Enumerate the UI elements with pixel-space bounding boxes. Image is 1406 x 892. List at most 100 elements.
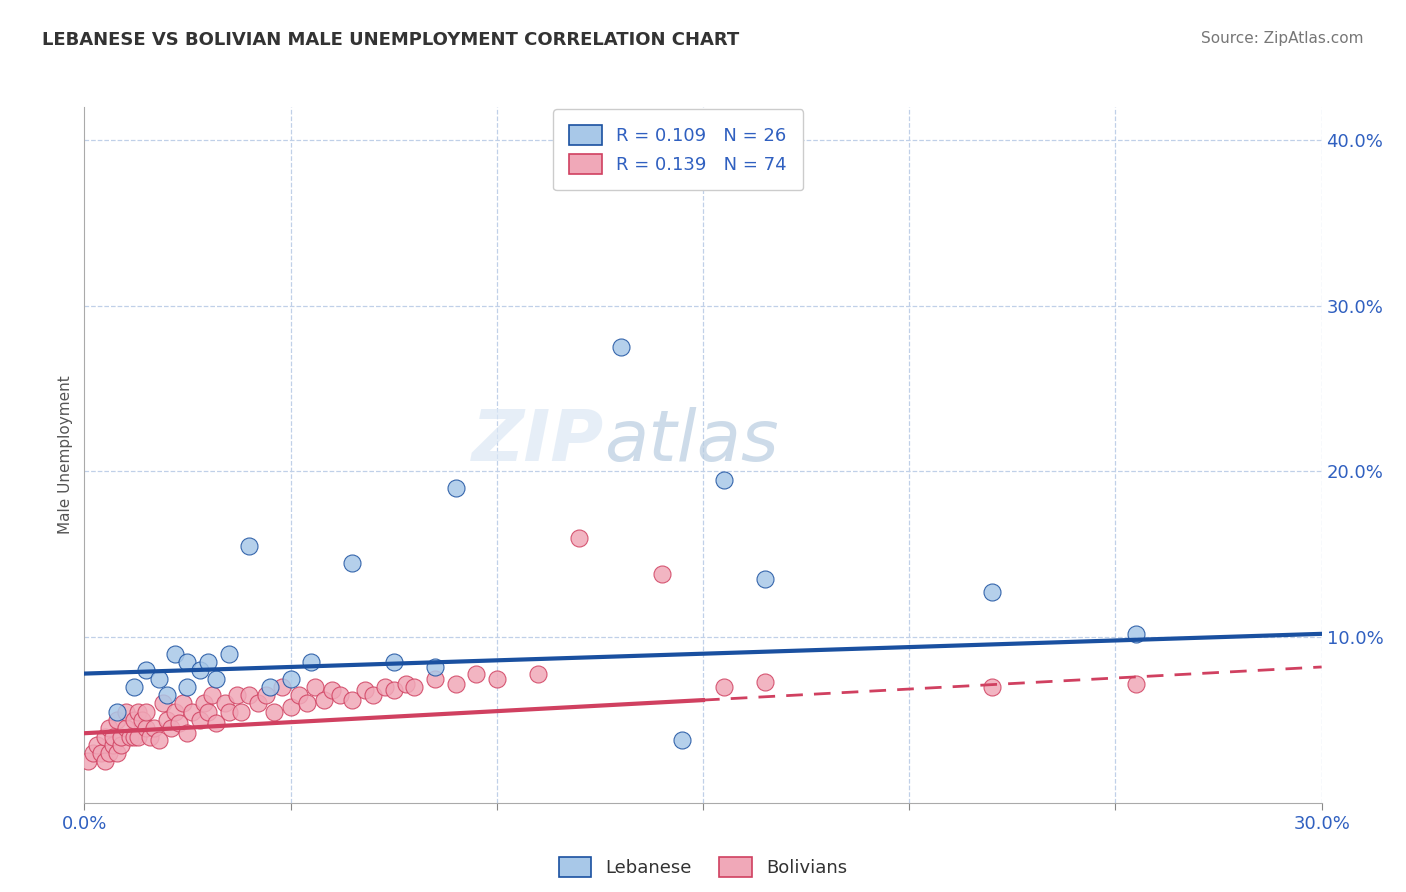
Legend: Lebanese, Bolivians: Lebanese, Bolivians	[551, 850, 855, 884]
Point	[671, 732, 693, 747]
Point	[197, 655, 219, 669]
Point	[527, 666, 550, 681]
Point	[342, 556, 364, 570]
Point	[201, 688, 224, 702]
Point	[148, 672, 170, 686]
Point	[148, 732, 170, 747]
Point	[304, 680, 326, 694]
Point	[188, 663, 211, 677]
Point	[165, 647, 187, 661]
Point	[98, 721, 121, 735]
Point	[103, 730, 125, 744]
Point	[205, 672, 228, 686]
Point	[143, 721, 166, 735]
Point	[485, 672, 508, 686]
Point	[423, 660, 446, 674]
Point	[214, 697, 236, 711]
Point	[568, 531, 591, 545]
Point	[98, 746, 121, 760]
Point	[110, 738, 132, 752]
Point	[271, 680, 294, 694]
Point	[361, 688, 384, 702]
Point	[395, 676, 418, 690]
Point	[238, 688, 260, 702]
Point	[238, 539, 260, 553]
Point	[353, 683, 375, 698]
Point	[423, 672, 446, 686]
Point	[176, 655, 198, 669]
Point	[122, 713, 145, 727]
Point	[152, 697, 174, 711]
Point	[77, 755, 100, 769]
Point	[980, 585, 1002, 599]
Point	[176, 726, 198, 740]
Point	[122, 680, 145, 694]
Point	[280, 699, 302, 714]
Point	[754, 674, 776, 689]
Point	[342, 693, 364, 707]
Point	[404, 680, 426, 694]
Point	[263, 705, 285, 719]
Point	[713, 473, 735, 487]
Point	[713, 680, 735, 694]
Point	[226, 688, 249, 702]
Point	[295, 697, 318, 711]
Point	[135, 705, 157, 719]
Point	[172, 697, 194, 711]
Point	[254, 688, 277, 702]
Point	[139, 730, 162, 744]
Point	[280, 672, 302, 686]
Point	[156, 688, 179, 702]
Point	[105, 713, 128, 727]
Point	[312, 693, 335, 707]
Point	[135, 721, 157, 735]
Point	[131, 713, 153, 727]
Point	[114, 721, 136, 735]
Point	[218, 705, 240, 719]
Point	[165, 705, 187, 719]
Point	[193, 697, 215, 711]
Point	[156, 713, 179, 727]
Point	[754, 572, 776, 586]
Point	[82, 746, 104, 760]
Point	[980, 680, 1002, 694]
Point	[329, 688, 352, 702]
Point	[382, 683, 405, 698]
Y-axis label: Male Unemployment: Male Unemployment	[58, 376, 73, 534]
Point	[180, 705, 202, 719]
Point	[299, 655, 322, 669]
Point	[1125, 676, 1147, 690]
Point	[288, 688, 311, 702]
Text: Source: ZipAtlas.com: Source: ZipAtlas.com	[1201, 31, 1364, 46]
Point	[444, 676, 467, 690]
Point	[374, 680, 396, 694]
Point	[188, 713, 211, 727]
Point	[127, 730, 149, 744]
Point	[94, 755, 117, 769]
Point	[114, 705, 136, 719]
Text: atlas: atlas	[605, 407, 779, 475]
Point	[205, 716, 228, 731]
Point	[127, 705, 149, 719]
Point	[609, 340, 631, 354]
Point	[86, 738, 108, 752]
Text: LEBANESE VS BOLIVIAN MALE UNEMPLOYMENT CORRELATION CHART: LEBANESE VS BOLIVIAN MALE UNEMPLOYMENT C…	[42, 31, 740, 49]
Point	[382, 655, 405, 669]
Point	[118, 730, 141, 744]
Text: ZIP: ZIP	[472, 407, 605, 475]
Point	[105, 746, 128, 760]
Point	[94, 730, 117, 744]
Point	[1125, 627, 1147, 641]
Point	[218, 647, 240, 661]
Point	[90, 746, 112, 760]
Point	[246, 697, 269, 711]
Point	[651, 567, 673, 582]
Point	[197, 705, 219, 719]
Point	[167, 716, 190, 731]
Point	[259, 680, 281, 694]
Point	[110, 730, 132, 744]
Point	[122, 730, 145, 744]
Point	[321, 683, 343, 698]
Point	[176, 680, 198, 694]
Point	[105, 705, 128, 719]
